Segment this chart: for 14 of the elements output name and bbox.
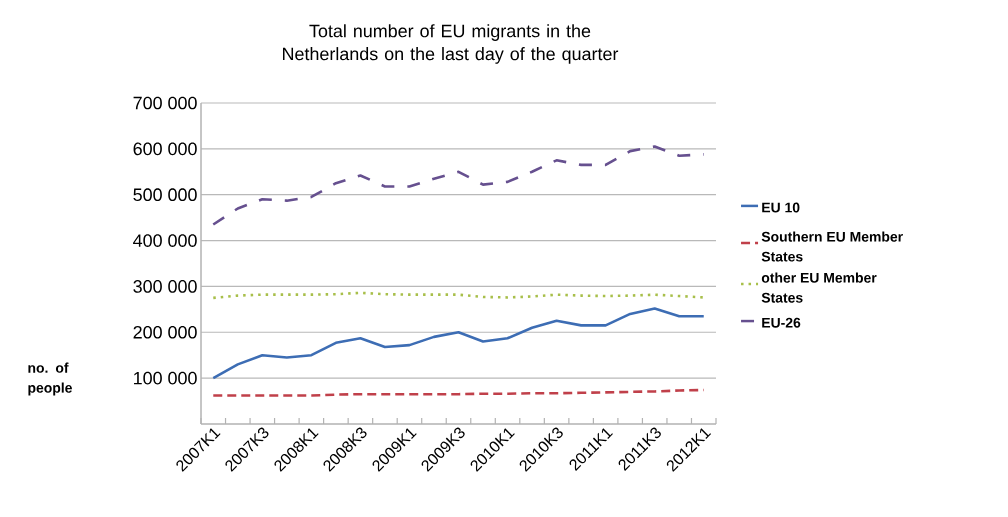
line-series [211, 307, 706, 380]
y-tick-label: 200 000 [133, 325, 197, 339]
chart-title: Total number of EU migrants in the Netherlands on the last day of the quarter [283, 24, 619, 64]
y-tick-label: 500 000 [133, 188, 197, 202]
legend-label: EU-26 [762, 317, 801, 328]
y-tick-label: 100 000 [134, 371, 197, 385]
y-tick-label: 600 000 [133, 142, 197, 156]
line-series [211, 145, 706, 226]
y-tick-label: 400 000 [133, 234, 197, 247]
y-tick-label: 300 000 [133, 280, 197, 293]
y-tick-label: 700 000 [133, 96, 197, 110]
legend-label: EU 10 [762, 202, 800, 213]
legend-label: other EU Member States [761, 272, 877, 303]
y-axis-title: no. of people [28, 362, 72, 396]
